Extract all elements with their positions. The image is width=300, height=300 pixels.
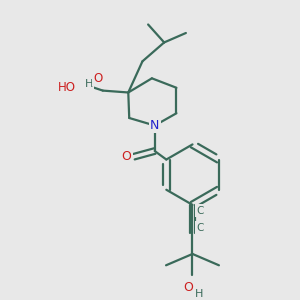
Text: C: C	[196, 223, 204, 232]
Text: H: H	[195, 289, 203, 298]
Text: C: C	[196, 206, 204, 215]
Text: O: O	[93, 72, 103, 85]
Text: O: O	[122, 150, 131, 163]
Text: N: N	[150, 119, 159, 132]
Text: H: H	[84, 79, 93, 89]
Text: O: O	[183, 281, 193, 295]
Text: HO: HO	[58, 81, 76, 94]
